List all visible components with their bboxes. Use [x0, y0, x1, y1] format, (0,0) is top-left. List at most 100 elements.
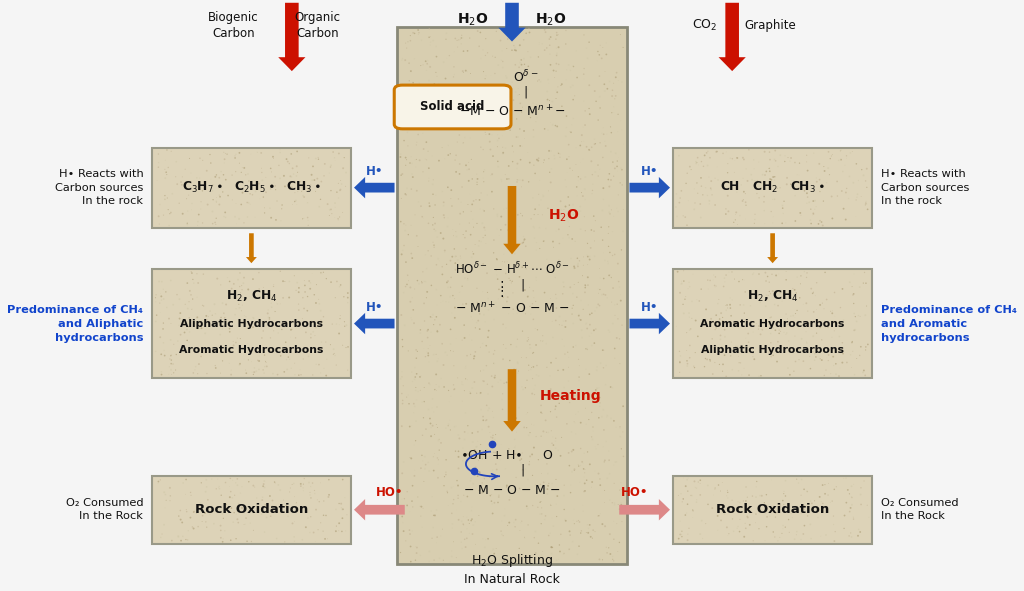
Point: [672, 288, 688, 297]
Point: [511, 222, 527, 232]
Point: [158, 287, 174, 297]
Point: [204, 475, 220, 484]
Point: [245, 319, 261, 328]
Point: [592, 165, 608, 174]
Point: [526, 210, 543, 219]
Point: [833, 145, 849, 155]
Point: [428, 68, 444, 77]
Point: [457, 427, 473, 437]
Point: [778, 267, 795, 277]
Point: [486, 498, 503, 508]
Point: [231, 303, 248, 313]
Point: [767, 146, 783, 155]
Point: [330, 178, 346, 188]
Point: [233, 281, 250, 290]
Point: [455, 443, 471, 453]
Point: [540, 553, 556, 562]
Point: [265, 320, 282, 330]
Point: [606, 164, 623, 173]
Point: [262, 203, 279, 213]
Point: [605, 460, 622, 470]
Point: [219, 504, 236, 514]
Point: [188, 173, 205, 183]
Point: [517, 484, 534, 493]
Point: [558, 516, 574, 525]
Point: [414, 522, 430, 532]
Point: [460, 515, 476, 525]
Point: [402, 542, 419, 551]
Point: [605, 102, 622, 112]
Point: [672, 193, 688, 203]
Point: [475, 145, 492, 154]
Point: [812, 323, 828, 332]
Point: [529, 76, 546, 86]
Point: [687, 316, 703, 325]
Point: [693, 181, 710, 191]
Point: [592, 480, 608, 490]
Point: [552, 547, 568, 556]
Point: [174, 342, 190, 351]
Point: [393, 100, 410, 110]
Point: [444, 519, 461, 528]
Point: [687, 198, 703, 207]
Point: [858, 199, 874, 209]
Point: [611, 423, 628, 433]
Point: [280, 345, 296, 354]
Point: [581, 104, 597, 113]
Point: [393, 421, 410, 431]
Point: [487, 430, 504, 439]
Point: [227, 212, 244, 222]
Point: [444, 225, 461, 234]
Point: [255, 508, 271, 517]
Point: [254, 495, 270, 505]
Point: [476, 206, 493, 216]
Point: [403, 496, 420, 506]
Point: [331, 499, 347, 508]
Text: Aliphatic Hydrocarbons: Aliphatic Hydrocarbons: [180, 319, 323, 329]
Point: [809, 278, 825, 287]
Point: [512, 155, 528, 164]
Point: [511, 63, 527, 72]
Point: [765, 320, 781, 330]
Point: [853, 191, 869, 201]
Point: [816, 371, 833, 380]
Point: [511, 176, 527, 185]
Point: [508, 413, 524, 423]
Point: [423, 327, 439, 337]
Point: [397, 189, 414, 199]
Point: [771, 316, 787, 326]
Point: [556, 342, 572, 351]
Point: [432, 298, 449, 307]
Point: [400, 230, 417, 239]
Point: [534, 469, 550, 478]
Point: [765, 218, 781, 228]
Point: [584, 189, 600, 199]
Point: [442, 93, 459, 102]
Point: [475, 376, 492, 386]
Point: [402, 313, 419, 323]
Point: [240, 212, 256, 222]
Point: [838, 473, 854, 483]
Bar: [397, 27, 627, 564]
Point: [557, 515, 573, 524]
Point: [181, 313, 198, 323]
Point: [256, 527, 272, 537]
Point: [844, 493, 860, 502]
Point: [463, 450, 479, 460]
Point: [737, 333, 754, 343]
Point: [421, 199, 437, 208]
Point: [462, 389, 478, 398]
Point: [589, 303, 605, 312]
Point: [591, 511, 607, 521]
Point: [518, 502, 535, 511]
Point: [838, 188, 854, 197]
Point: [609, 547, 626, 556]
Point: [835, 338, 851, 348]
Point: [312, 306, 329, 316]
Point: [422, 83, 438, 93]
Point: [493, 375, 509, 385]
Point: [428, 350, 444, 359]
Point: [180, 190, 197, 200]
Point: [786, 534, 803, 544]
Point: [604, 251, 621, 260]
